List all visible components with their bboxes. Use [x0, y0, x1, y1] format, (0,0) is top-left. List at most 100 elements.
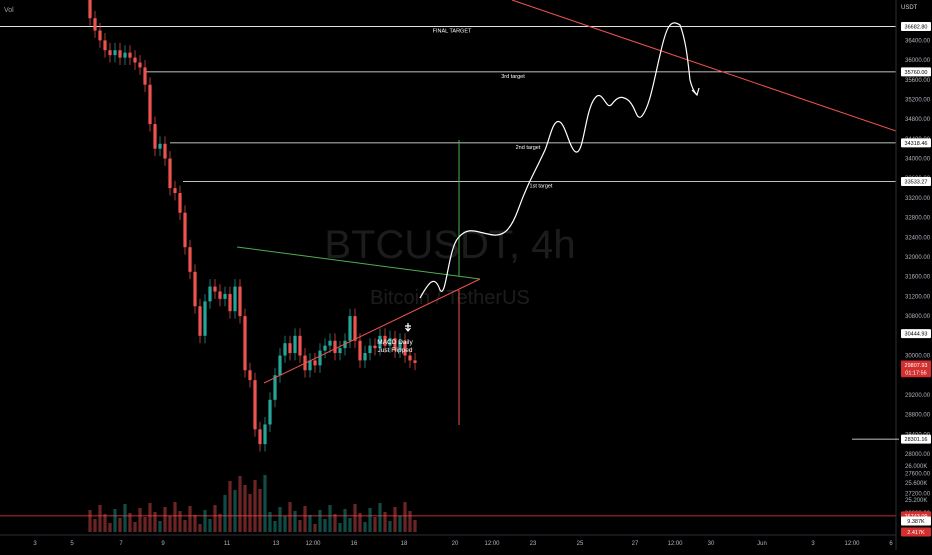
time-tick-label[interactable]: 3: [33, 541, 37, 547]
time-tick-label[interactable]: 13: [273, 541, 280, 547]
volume-bar: [183, 520, 187, 532]
volume-bar: [178, 511, 182, 532]
candle-body: [153, 124, 157, 149]
volume-bar: [323, 519, 327, 532]
volume-badge: [901, 527, 931, 537]
time-tick-label[interactable]: 9: [161, 541, 165, 547]
projection-arrowhead: [691, 87, 700, 97]
candle-body: [88, 0, 92, 19]
volume-bar: [168, 516, 172, 532]
price-badge-text: 30444.93: [905, 332, 928, 338]
candle-body: [288, 343, 292, 354]
candle-body: [198, 306, 202, 336]
candle-body: [393, 338, 397, 351]
volume-bar: [98, 505, 102, 532]
price-tick-label: 27600.00: [905, 472, 931, 478]
volume-bar: [318, 510, 322, 532]
candle-body: [148, 84, 152, 125]
volume-bar: [88, 510, 92, 532]
time-tick-label[interactable]: Jun: [757, 541, 767, 547]
volume-bar: [333, 514, 337, 532]
price-tick-label: 30800.00: [905, 314, 931, 320]
candle-body: [248, 370, 252, 381]
time-tick-label[interactable]: 12:00: [844, 541, 860, 547]
candle-body: [373, 345, 377, 349]
volume-bar: [363, 522, 367, 532]
price-badge: [901, 368, 931, 378]
time-tick-label[interactable]: 12:00: [484, 541, 500, 547]
triangle-lower-line: [263, 278, 481, 384]
candle-body: [143, 67, 147, 85]
time-tick-label[interactable]: 12:00: [667, 541, 683, 547]
volume-bar: [413, 520, 417, 532]
candle-body: [103, 40, 107, 51]
price-tick-label: 32800.00: [905, 216, 931, 222]
candle-body: [353, 316, 357, 341]
time-tick-label[interactable]: 18: [401, 541, 408, 547]
volume-bar: [283, 516, 287, 532]
volume-bar: [228, 481, 232, 532]
candle-body: [178, 193, 182, 213]
volume-bar: [103, 514, 107, 532]
time-tick-label[interactable]: 23: [530, 541, 537, 547]
time-tick-label[interactable]: 20: [452, 541, 459, 547]
price-tick-label: 32000.00: [905, 255, 931, 261]
volume-bar: [113, 509, 117, 532]
time-tick-label[interactable]: 3: [811, 541, 815, 547]
candle-body: [398, 340, 402, 351]
volume-bar: [153, 512, 157, 532]
price-tick-label: 31600.00: [905, 275, 931, 281]
volume-bar: [243, 485, 247, 532]
volume-badge-text: 9.387K: [907, 519, 925, 525]
volume-bar: [138, 508, 142, 532]
time-axis[interactable]: 3 5 7 9 11 13 12:00 16 18 20 12:00 23 25 27 12:00 30 Jun…: [33, 541, 893, 547]
price-tick-label: 34000.00: [905, 157, 931, 163]
time-tick-label[interactable]: 12:00: [305, 541, 321, 547]
time-tick-label[interactable]: 11: [224, 541, 231, 547]
time-tick-label[interactable]: 25: [577, 541, 584, 547]
volume-bar: [368, 508, 372, 532]
candle-body: [108, 50, 112, 56]
volume-bar: [353, 504, 357, 532]
time-tick-label[interactable]: 16: [351, 541, 358, 547]
price-tick-label: 27200.00: [905, 491, 931, 497]
time-tick-label[interactable]: 27: [632, 541, 639, 547]
annotation-line-1: MACD Daily: [377, 339, 413, 346]
candle-body: [233, 286, 237, 312]
price-badge: [901, 360, 931, 370]
candle-body: [308, 360, 312, 371]
volume-tick-label: 25.200K: [905, 498, 927, 504]
volume-bar: [388, 521, 392, 532]
time-tick-label[interactable]: 7: [119, 541, 123, 547]
candle-body: [113, 50, 117, 56]
volume-bar: [293, 511, 297, 532]
candle-body: [238, 286, 242, 317]
volume-bar: [258, 489, 262, 532]
candle-body: [208, 286, 212, 302]
time-tick-label[interactable]: 6: [889, 541, 893, 547]
level-price-text: 33533.27: [905, 180, 928, 186]
volume-bar: [203, 510, 207, 532]
volume-bar: [278, 507, 282, 532]
candle-body: [118, 50, 122, 58]
volume-bar: [403, 502, 407, 532]
candle-body: [163, 143, 167, 159]
time-tick-label[interactable]: 30: [708, 541, 715, 547]
volume-bars: [88, 475, 417, 532]
volume-bar: [373, 517, 377, 532]
volume-bar: [348, 518, 352, 532]
time-tick-label[interactable]: 5: [70, 541, 74, 547]
drawings: [236, 0, 897, 425]
candle-body: [413, 360, 417, 363]
price-axis[interactable]: USDT: [895, 0, 918, 550]
candle-body: [328, 340, 332, 346]
candle-body: [203, 301, 207, 336]
level-price-badge: [901, 67, 931, 77]
candle-body: [218, 291, 222, 299]
volume-bar: [303, 506, 307, 532]
candle-body: [293, 335, 297, 354]
price-tick-label: 30000.00: [905, 354, 931, 360]
